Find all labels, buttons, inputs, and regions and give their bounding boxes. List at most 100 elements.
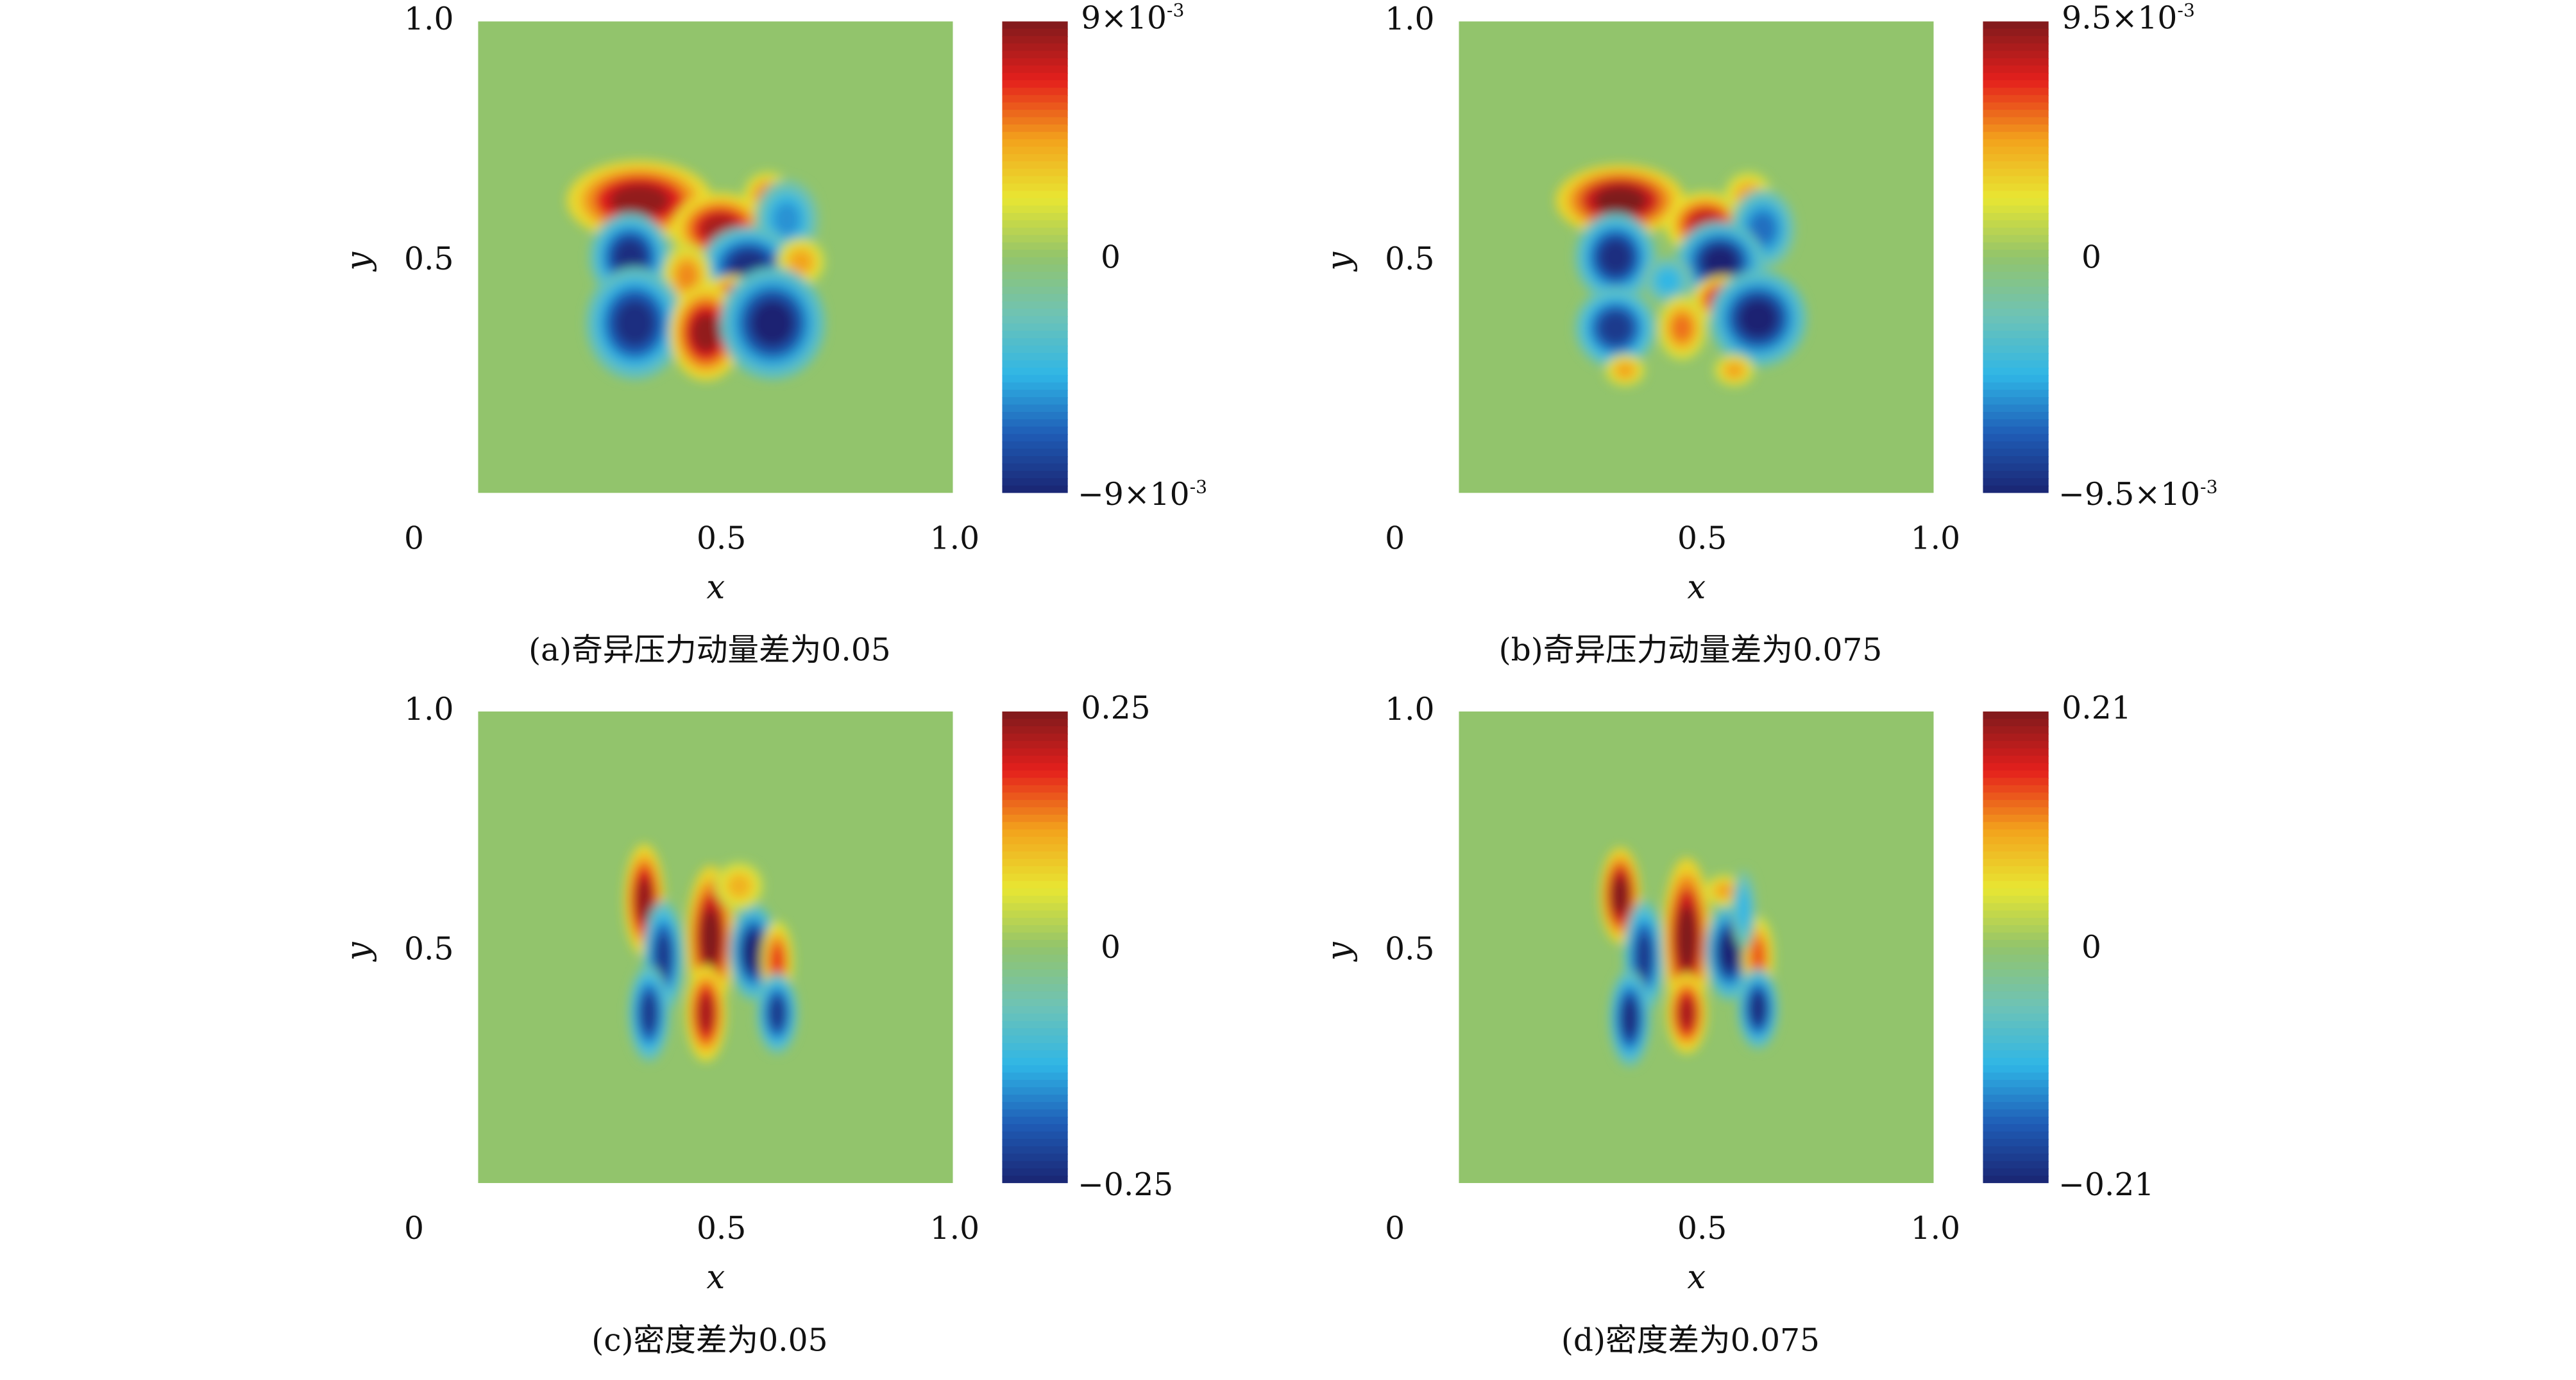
colorbar-segment bbox=[1002, 1013, 1068, 1022]
colorbar-segment bbox=[1002, 36, 1068, 45]
colorbar-segment bbox=[1983, 910, 2049, 919]
colorbar-segment bbox=[1983, 1175, 2049, 1184]
colorbar-segment bbox=[1002, 279, 1068, 288]
colorbar-segment bbox=[1002, 271, 1068, 280]
colorbar-segment bbox=[1002, 51, 1068, 60]
colorbar-segment bbox=[1983, 309, 2049, 318]
colorbar bbox=[1002, 21, 1068, 494]
colorbar-segment bbox=[1002, 881, 1068, 890]
colorbar bbox=[1983, 21, 2049, 494]
colorbar-segment bbox=[1983, 43, 2049, 52]
heatmap-blob bbox=[1609, 969, 1650, 1066]
colorbar-segment bbox=[1002, 183, 1068, 192]
x-tick-label: 0.5 bbox=[696, 1211, 747, 1247]
colorbar-segment bbox=[1002, 1043, 1068, 1052]
colorbar-segment bbox=[1983, 1043, 2049, 1052]
heatmap-blob bbox=[686, 965, 727, 1062]
colorbar-segment bbox=[1002, 733, 1068, 742]
colorbar-segment bbox=[1983, 72, 2049, 81]
heatmap-blob bbox=[720, 267, 826, 380]
blob-contour bbox=[750, 300, 794, 346]
colorbar-segment bbox=[1002, 404, 1068, 413]
colorbar-segment bbox=[1002, 28, 1068, 37]
colorbar-segment bbox=[1002, 947, 1068, 956]
colorbar-segment bbox=[1002, 87, 1068, 96]
x-axis-label: x bbox=[706, 1257, 725, 1297]
colorbar-segment bbox=[1983, 969, 2049, 978]
colorbar-segment bbox=[1002, 976, 1068, 985]
colorbar-segment bbox=[1002, 264, 1068, 273]
colorbar-segment bbox=[1983, 132, 2049, 141]
blob-contour bbox=[614, 300, 655, 346]
blob-contour bbox=[1672, 314, 1692, 341]
blob-contour bbox=[1621, 998, 1638, 1038]
colorbar-segment bbox=[1002, 286, 1068, 295]
colorbar-segment bbox=[1983, 763, 2049, 772]
blob-contour bbox=[1751, 940, 1765, 973]
colorbar-segment bbox=[1002, 763, 1068, 772]
colorbar-segment bbox=[1983, 146, 2049, 155]
colorbar-segment bbox=[1983, 947, 2049, 956]
colorbar-segment bbox=[1983, 360, 2049, 369]
x-tick-label: 1.0 bbox=[929, 1211, 980, 1247]
colorbar-segment bbox=[1002, 829, 1068, 838]
colorbar-segment bbox=[1002, 176, 1068, 185]
blob-contour bbox=[613, 239, 647, 276]
colorbar-segment bbox=[1002, 250, 1068, 259]
colorbar-max-label: 9×10-3 bbox=[1081, 0, 1185, 37]
colorbar-segment bbox=[1002, 851, 1068, 860]
heatmap-blob bbox=[715, 862, 764, 910]
colorbar-segment bbox=[1002, 389, 1068, 398]
colorbar-segment bbox=[1002, 1050, 1068, 1059]
heatmap-panel-d: 1.0 0.5 y 0 0.5 1.0 x 0.21 0 −0.21 (d)密度… bbox=[981, 690, 2155, 1380]
y-axis-label: y bbox=[337, 942, 378, 961]
colorbar-segment bbox=[1983, 1168, 2049, 1177]
x-tick-label: 0 bbox=[404, 520, 425, 558]
colorbar-max-label: 0.21 bbox=[2062, 690, 2131, 727]
colorbar-segment bbox=[1002, 1006, 1068, 1015]
y-tick-label: 0.5 bbox=[404, 932, 454, 968]
colorbar-segment bbox=[1002, 117, 1068, 126]
colorbar-segment bbox=[1983, 873, 2049, 882]
blob-contour bbox=[1678, 996, 1695, 1030]
colorbar-segment bbox=[1002, 426, 1068, 436]
colorbar-segment bbox=[1983, 294, 2049, 303]
blob-contour bbox=[1593, 185, 1647, 216]
colorbar-segment bbox=[1002, 896, 1068, 905]
colorbar-segment bbox=[1002, 441, 1068, 450]
colorbar-segment bbox=[1983, 28, 2049, 37]
colorbar-segment bbox=[1983, 991, 2049, 1000]
colorbar-segment bbox=[1002, 770, 1068, 779]
heatmap-plot bbox=[478, 21, 953, 493]
colorbar-segment bbox=[1983, 1065, 2049, 1074]
y-tick-label: 1.0 bbox=[1385, 1, 1435, 38]
heatmap-blob bbox=[1662, 857, 1711, 1018]
colorbar-segment bbox=[1002, 368, 1068, 377]
colorbar-segment bbox=[1983, 984, 2049, 992]
colorbar-segment bbox=[1983, 434, 2049, 443]
colorbar-segment bbox=[1983, 1139, 2049, 1148]
colorbar-segment bbox=[1983, 903, 2049, 912]
blob-contour bbox=[677, 262, 697, 289]
colorbar-segment bbox=[1002, 873, 1068, 882]
colorbar-segment bbox=[1983, 279, 2049, 288]
colorbar-segment bbox=[1983, 1146, 2049, 1155]
blob-contour bbox=[729, 876, 749, 896]
colorbar-segment bbox=[1983, 441, 2049, 450]
colorbar-segment bbox=[1983, 1021, 2049, 1030]
heatmap-blob bbox=[1555, 164, 1685, 237]
colorbar-segment bbox=[1983, 368, 2049, 377]
colorbar-segment bbox=[1983, 1095, 2049, 1103]
colorbar-segment bbox=[1983, 711, 2049, 720]
x-tick-label: 0.5 bbox=[1677, 520, 1727, 558]
colorbar-segment bbox=[1002, 932, 1068, 941]
colorbar-segment bbox=[1002, 154, 1068, 163]
colorbar-segment bbox=[1002, 478, 1068, 487]
colorbar-segment bbox=[1983, 888, 2049, 897]
blob-contour bbox=[770, 944, 784, 978]
colorbar-segment bbox=[1002, 382, 1068, 391]
colorbar-segment bbox=[1983, 785, 2049, 794]
colorbar-segment bbox=[1983, 456, 2049, 464]
heatmap-blob bbox=[1738, 968, 1779, 1049]
colorbar-segment bbox=[1002, 345, 1068, 354]
